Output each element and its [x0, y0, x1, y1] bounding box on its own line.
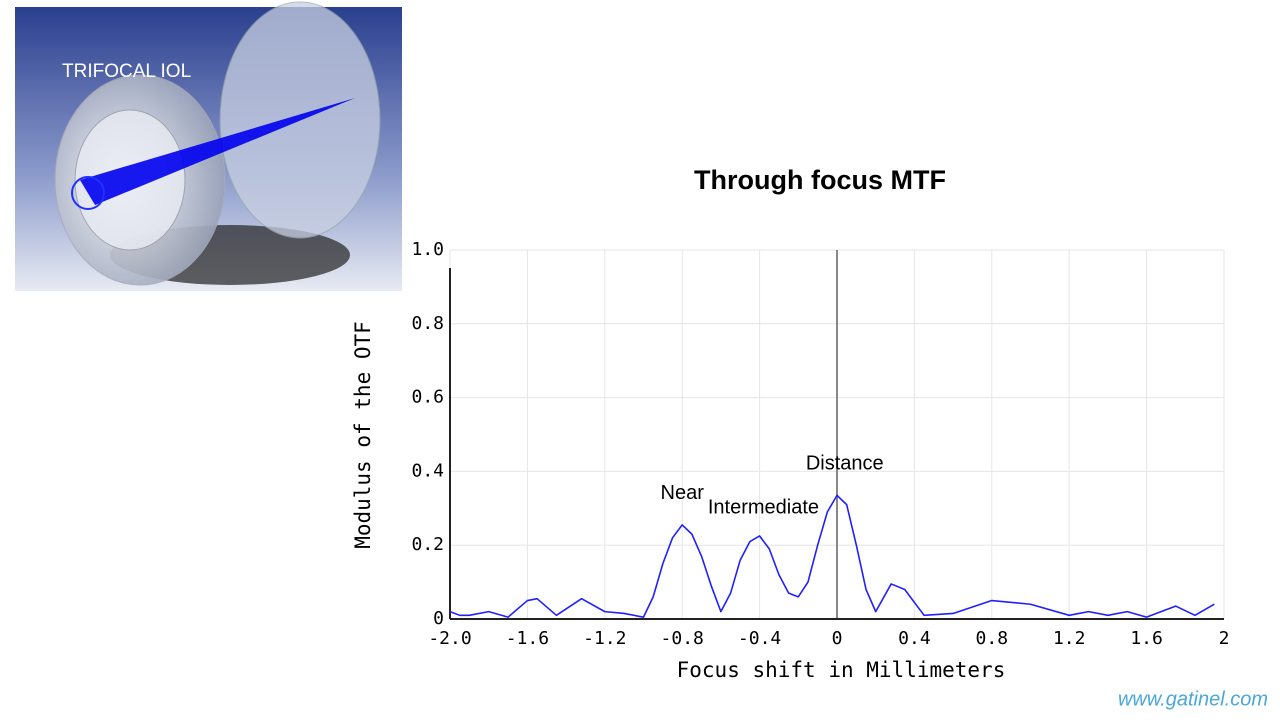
- x-tick-label: 0.4: [898, 628, 931, 649]
- y-tick-label: 0.6: [411, 387, 444, 408]
- x-axis-label: Focus shift in Millimeters: [677, 658, 1006, 682]
- x-tick-label: -0.4: [738, 628, 781, 649]
- chart-title: Through focus MTF: [694, 165, 946, 195]
- y-axis-label: Modulus of the OTF: [351, 321, 375, 549]
- x-tick-label: 1.6: [1130, 628, 1163, 649]
- x-tick-label: 2: [1219, 628, 1230, 649]
- y-tick-label: 0.8: [411, 313, 444, 334]
- mtf-line: [449, 494, 1215, 618]
- y-tick-label: 1.0: [411, 239, 444, 260]
- annotation: Near: [661, 482, 705, 504]
- x-tick-label: 0.8: [976, 628, 1009, 649]
- x-tick-label: 1.2: [1053, 628, 1086, 649]
- x-tick-label: -1.2: [583, 628, 626, 649]
- annotation: Intermediate: [708, 497, 819, 519]
- x-tick-label: -2.0: [428, 628, 471, 649]
- footer: www.gatinel.com: [1118, 688, 1268, 710]
- annotation: Distance: [806, 452, 884, 474]
- y-tick-label: 0.2: [411, 534, 444, 555]
- x-tick-label: -0.8: [661, 628, 704, 649]
- iol-illustration: TRIFOCAL IOL: [15, 1, 402, 291]
- y-tick-label: 0.4: [411, 460, 444, 481]
- x-tick-label: -1.6: [506, 628, 549, 649]
- image-label: TRIFOCAL IOL: [62, 61, 191, 82]
- x-tick-label: 0: [832, 628, 843, 649]
- y-tick-label: 0: [433, 608, 444, 629]
